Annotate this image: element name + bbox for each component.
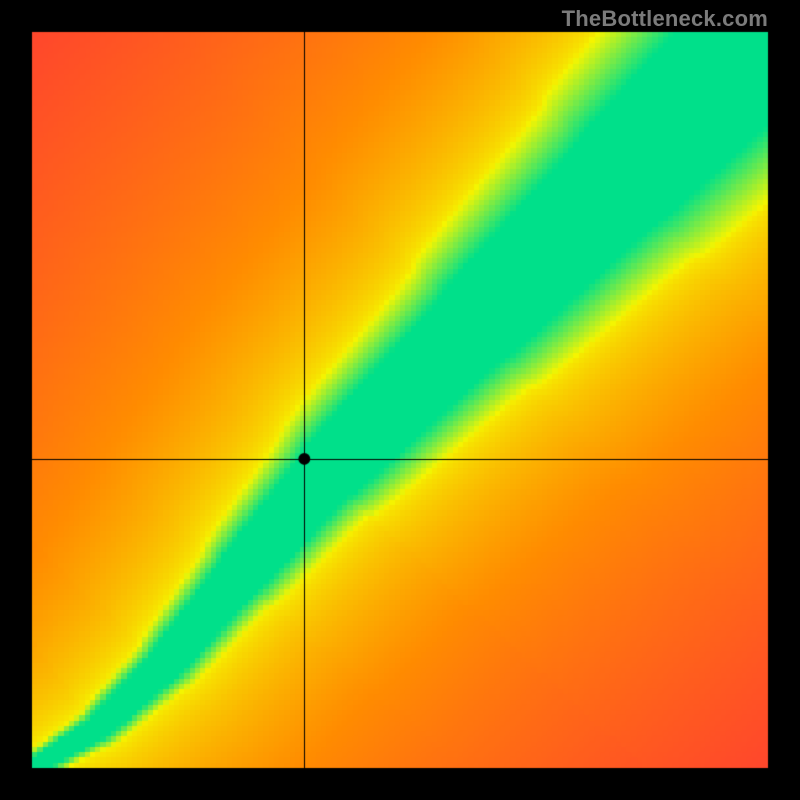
heatmap-canvas bbox=[0, 0, 800, 800]
chart-container: TheBottleneck.com bbox=[0, 0, 800, 800]
watermark-text: TheBottleneck.com bbox=[562, 6, 768, 32]
